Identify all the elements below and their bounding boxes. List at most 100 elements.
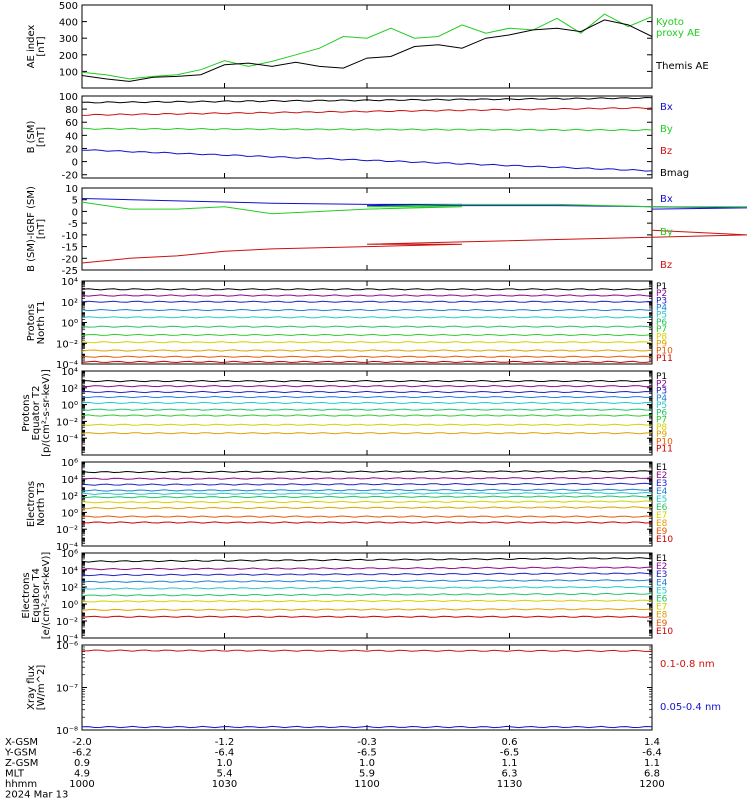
legend-label: P1 [656, 282, 667, 292]
y-tick-label: -15 [62, 243, 78, 254]
axis-row-value: 1.1 [502, 758, 518, 769]
series-line-bmag [81, 96, 653, 104]
series-line-0-05-0-4-nm [81, 725, 653, 729]
series-line-bz [81, 107, 653, 116]
series-line-p11 [81, 360, 653, 364]
y-axis-label-line: North T3 [36, 482, 47, 526]
legend-label: E8 [656, 611, 668, 621]
axis-row-value: -6.4 [215, 748, 235, 759]
y-axis-label: ProtonsEquator T2[p/(cm²-s-sr-keV)] [21, 369, 52, 457]
panel-frame [81, 461, 653, 547]
y-axis-label: ElectronsNorth T3 [26, 481, 47, 527]
legend-label: 0.1-0.8 nm [660, 659, 715, 670]
legend-label: E4 [656, 487, 668, 497]
legend-label: E3 [656, 570, 667, 580]
y-tick-label: 10² [61, 298, 78, 309]
y-tick-label: 100 [59, 92, 78, 103]
axis-row-value: 5.4 [217, 769, 233, 780]
y-tick-label: 10⁻² [56, 525, 78, 536]
series-line-e9 [82, 515, 653, 518]
axis-row-value: -0.3 [357, 737, 377, 748]
y-tick-label: 10⁻⁴ [56, 360, 78, 371]
y-axis-label-line: B (SM) [26, 120, 37, 153]
y-tick-label: 40 [65, 131, 78, 142]
y-tick-label: 300 [59, 34, 78, 45]
legend-label: E10 [656, 535, 673, 545]
legend-label: 0.05-0.4 nm [660, 702, 721, 713]
y-axis-label-line: Equator T4 [31, 568, 42, 623]
series-line-p3 [81, 300, 653, 303]
y-axis-label: Xray flux[W/m^2] [26, 665, 47, 711]
y-axis-label-line: Electrons [21, 572, 32, 618]
axis-row-value: -6.5 [500, 748, 520, 759]
y-axis-label-line: AE index [26, 25, 37, 69]
axis-row-label: hhmm [5, 779, 37, 790]
axis-row-value: -1.2 [215, 737, 235, 748]
panel-bsm: -20 0 20 40 60 80 100 B (SM)[nT] Bx By Bz Bmag [26, 92, 689, 182]
axis-row-value: 1.0 [359, 758, 375, 769]
legend-label: P2 [656, 289, 667, 299]
y-axis-label-line: [nT] [36, 36, 47, 56]
y-axis-label-line: Electrons [26, 481, 37, 527]
y-tick-label: -5 [68, 219, 78, 230]
legend-label: P8 [656, 423, 667, 433]
legend-label: E4 [656, 578, 668, 588]
legend-label: E5 [656, 495, 667, 505]
y-axis-label-line: B (SM)-IGRF (SM) [26, 186, 37, 272]
series-line-e6 [81, 495, 653, 499]
legend-label: P9 [656, 339, 667, 349]
y-tick-label: 10⁻⁴ [56, 434, 78, 445]
y-tick-label: 10 [65, 184, 78, 195]
y-tick-label: 400 [59, 18, 78, 29]
series-line-e4 [81, 579, 653, 583]
series-line-p5 [81, 316, 653, 319]
y-tick-label: 10⁻² [56, 617, 78, 628]
axis-row-value: 5.9 [359, 769, 375, 780]
series-line-kyoto-proxy-ae [81, 13, 653, 80]
series-line-e5 [81, 491, 653, 496]
panel-frame [81, 644, 653, 731]
axis-row-value: 1.1 [644, 758, 660, 769]
legend-label: P1 [656, 372, 667, 382]
legend-label: proxy AE [656, 28, 700, 39]
legend-label: E6 [656, 595, 668, 605]
y-tick-label: -20 [62, 254, 78, 265]
legend-label: E3 [656, 479, 667, 489]
y-tick-label: 10² [61, 492, 78, 503]
series-line-p7 [81, 414, 653, 417]
legend-label: E5 [656, 586, 667, 596]
legend-label: Bx [660, 194, 673, 205]
legend-label: E1 [656, 463, 667, 473]
panel-xray: 10⁻⁸ 10⁻⁷ 10⁻⁶ Xray flux[W/m^2] 0.1-0.8 nm 0.… [26, 641, 721, 737]
y-tick-label: -20 [62, 171, 78, 182]
legend-label: By [660, 124, 673, 135]
axis-row-label: X-GSM [5, 737, 38, 748]
y-tick-label: 5 [72, 196, 78, 207]
series-line-p2 [82, 384, 653, 388]
legend-label: P3 [656, 387, 667, 397]
legend-label: P10 [656, 437, 673, 447]
y-tick-label: 10⁶ [61, 458, 78, 469]
y-tick-label: 10² [61, 384, 78, 395]
orbit-axis-table: X-GSM -2.0 -1.2 -0.3 0.6 1.4 Y-GSM -6.2 -6.4 -6.5… [4, 737, 665, 800]
axis-row-value: -6.5 [357, 748, 377, 759]
legend-label: E7 [656, 511, 667, 521]
series-line-e10 [81, 615, 653, 618]
series-line-e1 [81, 470, 653, 474]
y-tick-label: 500 [59, 1, 78, 12]
legend-label: P4 [656, 304, 667, 314]
series-line-p3 [81, 390, 653, 394]
series-line-e6 [81, 592, 653, 597]
y-tick-label: -25 [62, 266, 78, 277]
y-tick-label: 10⁻⁶ [56, 641, 78, 652]
y-axis-label: B (SM)-IGRF (SM)[nT] [26, 186, 47, 272]
y-axis-label-line: Protons [26, 304, 37, 341]
axis-row-value: 1.0 [217, 758, 233, 769]
y-tick-label: 20 [65, 144, 78, 155]
y-tick-label: 10⁻⁴ [56, 542, 78, 553]
series-line-e3 [81, 572, 653, 577]
series-line-e7 [81, 500, 653, 504]
